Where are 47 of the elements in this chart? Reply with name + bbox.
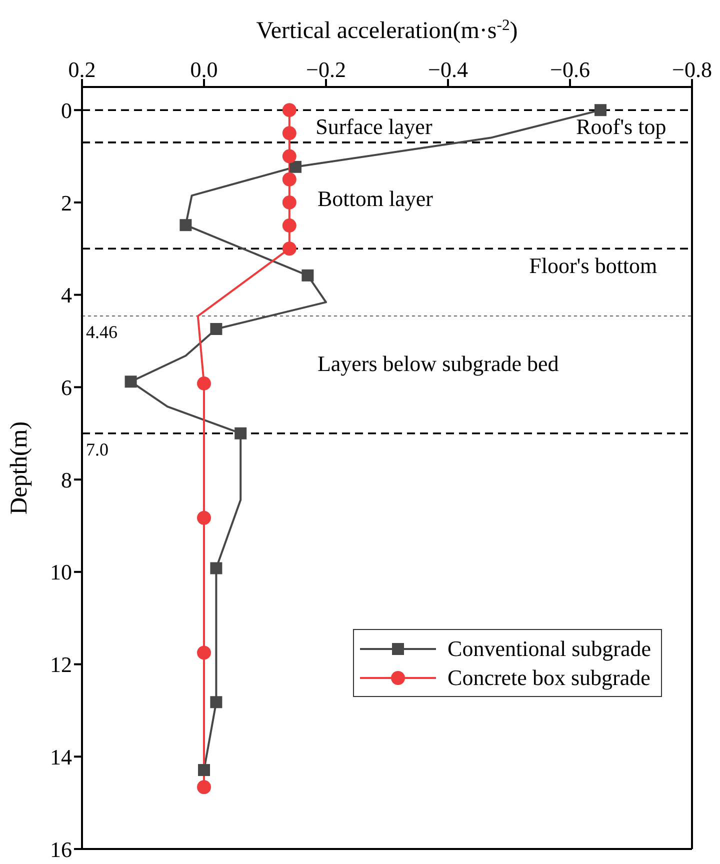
y-axis-title: Depth(m) <box>6 421 33 515</box>
y-tick-label: 10 <box>50 560 72 585</box>
point <box>197 510 211 525</box>
x-tick-label: 0.0 <box>190 57 218 82</box>
point <box>282 218 296 233</box>
y-tick-label: 2 <box>61 190 72 216</box>
y-tick-label: 12 <box>50 652 72 678</box>
point <box>124 376 137 388</box>
point <box>290 160 302 173</box>
point <box>210 696 222 708</box>
y-tick-label: 0 <box>61 98 72 123</box>
ref-line-label: 4.46 <box>86 322 118 342</box>
point <box>282 242 296 256</box>
point <box>197 376 211 390</box>
x-tick-label: −0.8 <box>672 57 712 82</box>
point <box>282 195 296 210</box>
x-tick-label: −0.4 <box>428 57 468 82</box>
y-tick-label: 4 <box>61 282 72 308</box>
point <box>282 126 296 140</box>
point <box>302 269 314 282</box>
annotation: Bottom layer <box>317 186 433 212</box>
ref-line-label: 7.0 <box>86 439 108 460</box>
legend-label: Conventional subgrade <box>448 635 651 663</box>
x-tick-label: 0.2 <box>68 57 96 82</box>
point <box>197 780 211 794</box>
y-tick-label: 14 <box>50 744 72 770</box>
point <box>282 103 296 118</box>
point <box>234 427 247 440</box>
point <box>180 219 192 232</box>
annotation: Floor's bottom <box>529 253 658 280</box>
point <box>594 104 606 116</box>
annotation: Roof's top <box>576 114 666 140</box>
point <box>197 646 211 660</box>
x-tick-label: −0.6 <box>550 57 590 82</box>
annotation: Surface layer <box>316 114 432 140</box>
point <box>198 764 210 776</box>
y-tick-label: 8 <box>61 467 72 492</box>
point <box>282 149 296 164</box>
legend-label: Concrete box subgrade <box>448 664 650 692</box>
x-axis-title: Vertical acceleration(m·s$^{-2}$) <box>256 16 518 44</box>
point <box>282 172 296 186</box>
point <box>210 562 222 574</box>
y-tick-label: 16 <box>50 836 72 862</box>
y-tick-label: 6 <box>61 374 72 400</box>
point <box>210 322 222 335</box>
x-tick-label: −0.2 <box>306 57 346 82</box>
annotation: Layers below subgrade bed <box>317 351 559 378</box>
